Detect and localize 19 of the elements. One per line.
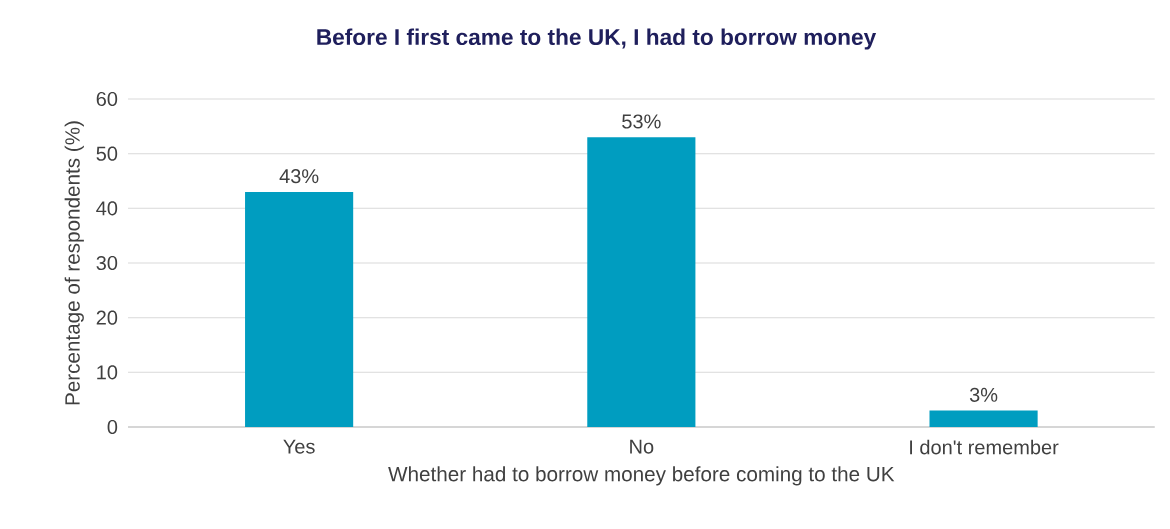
y-tick-label: 50	[96, 146, 118, 161]
y-tick-label: 10	[97, 365, 118, 380]
data-label: 53%	[622, 114, 661, 129]
y-tick-label: 60	[96, 91, 118, 107]
bar	[587, 137, 696, 427]
bar	[245, 191, 354, 427]
y-tick-label: 0	[107, 419, 118, 435]
y-axis-title: Percentage of respondents (%)	[64, 121, 84, 405]
x-tick-label: Yes	[283, 439, 315, 454]
x-tick-label: I don't remember	[910, 439, 1059, 455]
bar	[929, 410, 1038, 427]
x-tick-label: No	[630, 439, 654, 454]
chart-title: Before I first came to the UK, I had to borrow money	[317, 28, 877, 50]
data-label: 3%	[969, 387, 998, 402]
y-tick-label: 40	[96, 201, 118, 216]
data-label: 43%	[279, 169, 319, 184]
y-tick-label: 30	[96, 255, 118, 271]
x-axis-title: Whether had to borrow money before coming to the UK	[388, 466, 895, 486]
y-tick-label: 20	[96, 310, 118, 325]
